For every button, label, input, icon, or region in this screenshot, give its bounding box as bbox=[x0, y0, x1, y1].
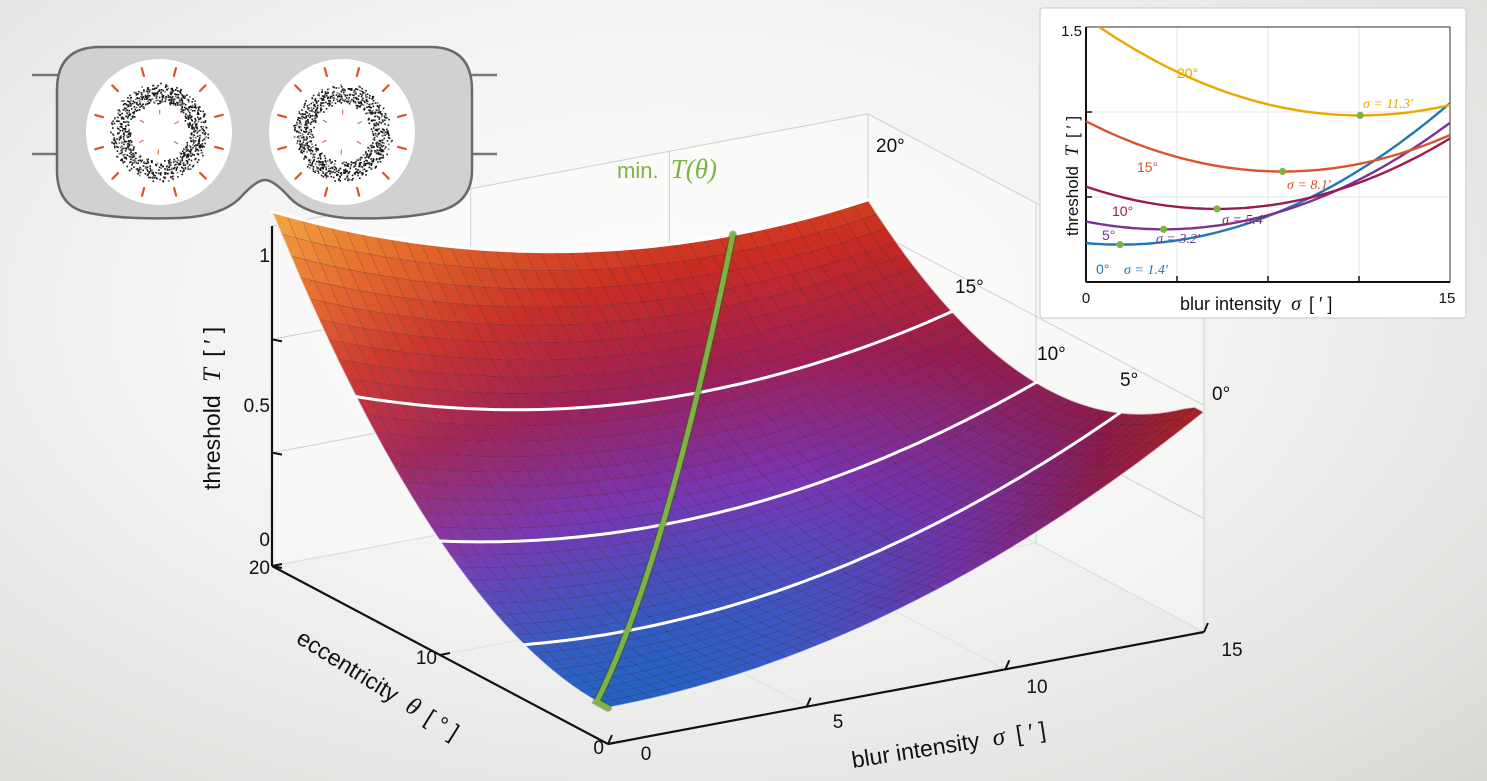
contour-label-0: 0° bbox=[1212, 384, 1230, 405]
min-threshold-curve bbox=[591, 230, 737, 712]
contour-label-20: 20° bbox=[876, 136, 905, 157]
inset-series bbox=[1086, 27, 1450, 246]
inset-grid bbox=[1086, 27, 1450, 282]
y-axis-label: eccentricity θ [ ° ] bbox=[292, 624, 464, 745]
contour-label-15: 15° bbox=[955, 277, 984, 298]
x-tick-5: 5 bbox=[833, 712, 844, 733]
min-curve-line bbox=[593, 232, 736, 711]
inset-min-marker-5° bbox=[1160, 225, 1168, 233]
z-tick-1: 1 bbox=[259, 246, 270, 267]
z-axis-label: threshold T [ ′ ] bbox=[199, 327, 226, 490]
right-lens bbox=[269, 59, 415, 205]
x-tick-10: 10 bbox=[1026, 677, 1047, 698]
inset-y-tick-1.5: 1.5 bbox=[1061, 23, 1082, 40]
contour-20 bbox=[270, 198, 870, 254]
min-curve-label: min. T(θ) bbox=[617, 154, 717, 184]
x-axis-label: blur intensity σ [ ′ ] bbox=[850, 717, 1048, 774]
inset-min-label-20: σ = 11.3′ bbox=[1363, 97, 1414, 112]
inset-min-label-0: σ = 1.4′ bbox=[1124, 263, 1169, 278]
contour-10 bbox=[438, 381, 1038, 544]
inset-x-tick-0: 0 bbox=[1082, 290, 1090, 307]
inset-x-axis-label: blur intensity σ [ ′ ] bbox=[1180, 293, 1332, 315]
inset-series-label-10: 10° bbox=[1112, 203, 1133, 219]
y-tick-10: 10 bbox=[416, 648, 437, 669]
left-lens bbox=[86, 59, 232, 205]
y-tick-20: 20 bbox=[249, 558, 270, 579]
contour-5 bbox=[522, 411, 1122, 647]
inset-chart: 1.5 0 15 blur intensity σ [ ′ ] threshol… bbox=[1039, 7, 1467, 319]
inset-series-label-5: 5° bbox=[1102, 227, 1115, 243]
inset-series-label-20: 20° bbox=[1177, 65, 1198, 81]
contour-15 bbox=[354, 310, 954, 412]
right-noise-ring bbox=[277, 67, 407, 197]
inset-y-axis-label: threshold T [ ′ ] bbox=[1062, 116, 1083, 236]
z-tick-0: 0 bbox=[259, 530, 270, 551]
left-noise-ring bbox=[94, 67, 224, 197]
inset-min-label-10: σ = 5.4′ bbox=[1222, 213, 1267, 228]
inset-x-tick-15: 15 bbox=[1439, 290, 1456, 307]
inset-line-15° bbox=[1086, 120, 1450, 173]
inset-line-20° bbox=[1097, 27, 1450, 117]
x-tick-15: 15 bbox=[1221, 640, 1242, 661]
contour-label-10: 10° bbox=[1037, 344, 1066, 365]
inset-series-label-0: 0° bbox=[1096, 261, 1109, 277]
vr-headset-illustration bbox=[32, 45, 497, 220]
inset-min-marker-20° bbox=[1356, 111, 1364, 119]
inset-min-marker-15° bbox=[1278, 167, 1287, 176]
inset-min-marker-10° bbox=[1213, 205, 1221, 213]
inset-min-label-15: σ = 8.1′ bbox=[1287, 178, 1332, 193]
inset-line-10° bbox=[1086, 137, 1450, 211]
inset-min-markers bbox=[1116, 111, 1364, 249]
x-tick-0: 0 bbox=[641, 744, 652, 765]
eccentricity-contours bbox=[270, 198, 1122, 647]
inset-series-label-15: 15° bbox=[1137, 159, 1158, 175]
inset-axes bbox=[1085, 26, 1451, 283]
y-tick-0: 0 bbox=[593, 738, 604, 759]
contour-label-5: 5° bbox=[1120, 370, 1138, 391]
inset-line-5° bbox=[1086, 121, 1450, 231]
z-tick-0.5: 0.5 bbox=[244, 396, 270, 417]
inset-min-marker-0° bbox=[1116, 241, 1124, 249]
inset-min-label-5: σ = 3.2′ bbox=[1156, 232, 1201, 247]
